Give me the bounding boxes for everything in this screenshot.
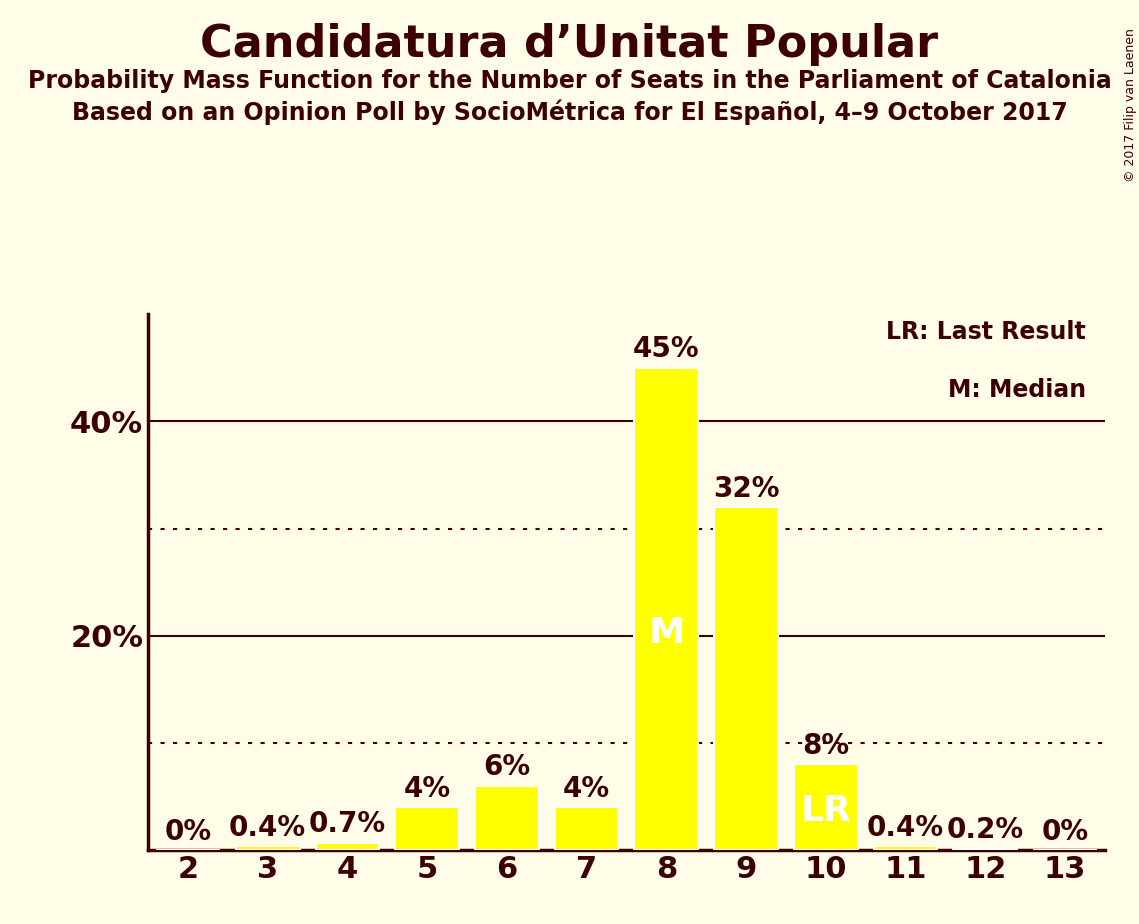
Text: 45%: 45% [633, 335, 699, 363]
Text: 8%: 8% [802, 732, 850, 760]
Bar [555, 808, 618, 850]
Text: M: M [648, 616, 685, 650]
Text: Candidatura d’Unitat Popular: Candidatura d’Unitat Popular [200, 23, 939, 67]
Bar [794, 764, 858, 850]
Text: Probability Mass Function for the Number of Seats in the Parliament of Catalonia: Probability Mass Function for the Number… [27, 69, 1112, 93]
Bar [874, 845, 937, 850]
Bar [236, 845, 300, 850]
Bar [714, 507, 778, 850]
Bar [634, 368, 698, 850]
Text: 4%: 4% [403, 775, 451, 803]
Text: 0.4%: 0.4% [867, 813, 944, 842]
Text: 0.4%: 0.4% [229, 813, 306, 842]
Text: 0.7%: 0.7% [309, 810, 386, 838]
Text: LR: LR [801, 795, 851, 829]
Text: Based on an Opinion Poll by SocioMétrica for El Español, 4–9 October 2017: Based on an Opinion Poll by SocioMétrica… [72, 100, 1067, 126]
Bar [953, 848, 1017, 850]
Text: 6%: 6% [483, 753, 531, 782]
Bar [475, 785, 539, 850]
Text: © 2017 Filip van Laenen: © 2017 Filip van Laenen [1124, 28, 1137, 182]
Text: 4%: 4% [563, 775, 611, 803]
Bar [395, 808, 459, 850]
Text: 0.2%: 0.2% [947, 816, 1024, 844]
Text: LR: Last Result: LR: Last Result [886, 320, 1085, 344]
Text: M: Median: M: Median [948, 379, 1085, 403]
Text: 0%: 0% [1041, 818, 1089, 845]
Text: 0%: 0% [164, 818, 212, 845]
Bar [316, 843, 379, 850]
Text: 32%: 32% [713, 475, 779, 503]
